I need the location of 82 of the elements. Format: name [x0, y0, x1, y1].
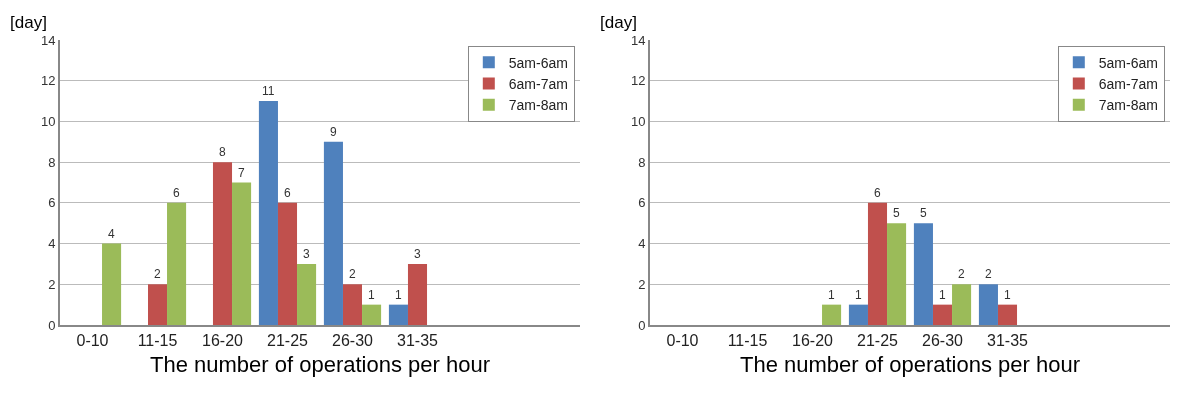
- y-tick-label: 12: [40, 73, 56, 89]
- data-label: 2: [984, 267, 992, 282]
- data-label: 3: [414, 246, 421, 261]
- bar: [887, 223, 907, 325]
- bar: [258, 101, 278, 325]
- legend-label: 7am-8am: [1098, 97, 1158, 114]
- x-axis-title: The number of operations per hour: [740, 351, 1080, 377]
- data-label: 5: [919, 206, 927, 221]
- y-tick-label: 10: [40, 113, 56, 129]
- legend-label: 6am-7am: [1098, 75, 1158, 92]
- x-tick-label: 21-25: [857, 332, 899, 350]
- bar: [362, 304, 382, 325]
- y-tick-label: 0: [48, 317, 56, 333]
- data-label: 6: [284, 185, 291, 200]
- bar: [277, 202, 298, 325]
- x-tick-label: 16-20: [202, 332, 244, 350]
- x-tick-label: 0-10: [666, 332, 699, 350]
- data-label: 2: [349, 267, 356, 282]
- y-tick-label: 10: [630, 113, 646, 129]
- bar: [867, 202, 888, 325]
- legend-label: 7am-8am: [508, 97, 568, 114]
- data-label: 2: [958, 267, 966, 282]
- y-tick-label: 8: [48, 154, 56, 170]
- data-label: 11: [262, 84, 275, 99]
- x-axis-title: The number of operations per hour: [150, 351, 490, 377]
- y-axis-title: [day]: [10, 13, 47, 32]
- data-label: 2: [154, 267, 161, 282]
- y-tick-label: 6: [48, 195, 56, 211]
- y-tick-label: 12: [630, 73, 646, 89]
- y-tick-label: 6: [638, 195, 646, 211]
- x-tick-label: 16-20: [792, 332, 834, 350]
- bar: [932, 304, 953, 325]
- data-label: 7: [238, 165, 246, 180]
- data-label: 6: [173, 185, 181, 200]
- bar: [978, 284, 998, 325]
- x-tick-label: 31-35: [397, 332, 439, 350]
- data-label: 1: [368, 287, 376, 302]
- data-label: 3: [303, 246, 311, 261]
- bar: [102, 243, 122, 325]
- data-label: 9: [329, 124, 337, 139]
- x-tick-label: 11-15: [727, 332, 768, 350]
- y-tick-label: 2: [48, 276, 56, 292]
- data-label: 5: [893, 206, 901, 221]
- bar: [913, 223, 933, 325]
- x-tick-label: 11-15: [137, 332, 178, 350]
- data-label: 1: [828, 287, 836, 302]
- x-tick-label: 21-25: [267, 332, 309, 350]
- y-tick-label: 14: [40, 32, 56, 48]
- bar: [407, 263, 428, 325]
- legend-label: 5am-6am: [508, 54, 568, 71]
- data-label: 6: [874, 185, 881, 200]
- data-label: 1: [394, 287, 402, 302]
- legend-label: 5am-6am: [1098, 54, 1158, 71]
- bar: [212, 162, 233, 325]
- y-axis-title: [day]: [600, 13, 637, 32]
- bar: [997, 304, 1018, 325]
- y-tick-label: 4: [48, 236, 56, 252]
- data-label: 4: [108, 226, 116, 241]
- y-tick-label: 14: [630, 32, 646, 48]
- y-tick-label: 0: [638, 317, 646, 333]
- bar: [342, 284, 363, 325]
- x-tick-label: 0-10: [76, 332, 109, 350]
- bar: [297, 263, 317, 325]
- y-tick-label: 2: [638, 276, 646, 292]
- legend-label: 6am-7am: [508, 75, 568, 92]
- bar: [167, 202, 187, 325]
- x-tick-label: 26-30: [332, 332, 374, 350]
- data-label: 1: [854, 287, 862, 302]
- bar: [822, 304, 842, 325]
- x-tick-label: 31-35: [987, 332, 1029, 350]
- bar: [323, 141, 343, 325]
- data-label: 1: [1004, 287, 1011, 302]
- y-tick-label: 8: [638, 154, 646, 170]
- bar: [952, 284, 972, 325]
- y-tick-label: 4: [638, 236, 646, 252]
- data-label: 1: [939, 287, 946, 302]
- bar: [848, 304, 868, 325]
- bar: [232, 182, 252, 325]
- bar: [388, 304, 408, 325]
- data-label: 8: [219, 145, 226, 160]
- x-tick-label: 26-30: [922, 332, 964, 350]
- bar: [147, 284, 168, 325]
